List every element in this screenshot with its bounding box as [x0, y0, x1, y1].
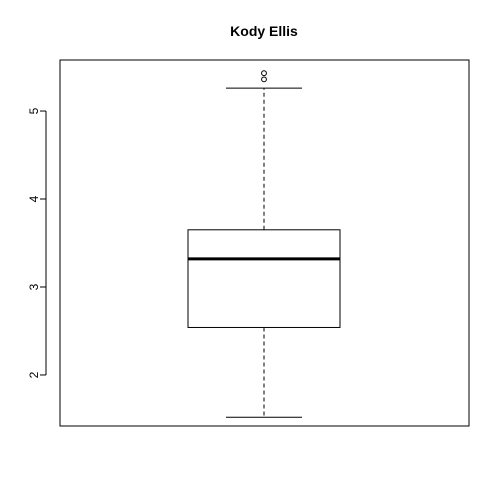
iqr-box — [187, 229, 341, 328]
outlier-point — [261, 70, 267, 77]
outliers — [261, 70, 267, 83]
y-tick-label: 4 — [27, 195, 41, 202]
y-tick-label: 5 — [27, 107, 41, 114]
y-tick-label: 2 — [27, 371, 41, 378]
outlier-point — [261, 76, 267, 83]
chart-title: Kody Ellis — [230, 23, 298, 39]
plot-frame — [59, 59, 470, 427]
y-axis: 2 3 4 5 — [27, 107, 47, 378]
box-plot — [187, 70, 341, 418]
y-tick-label: 3 — [27, 283, 41, 290]
